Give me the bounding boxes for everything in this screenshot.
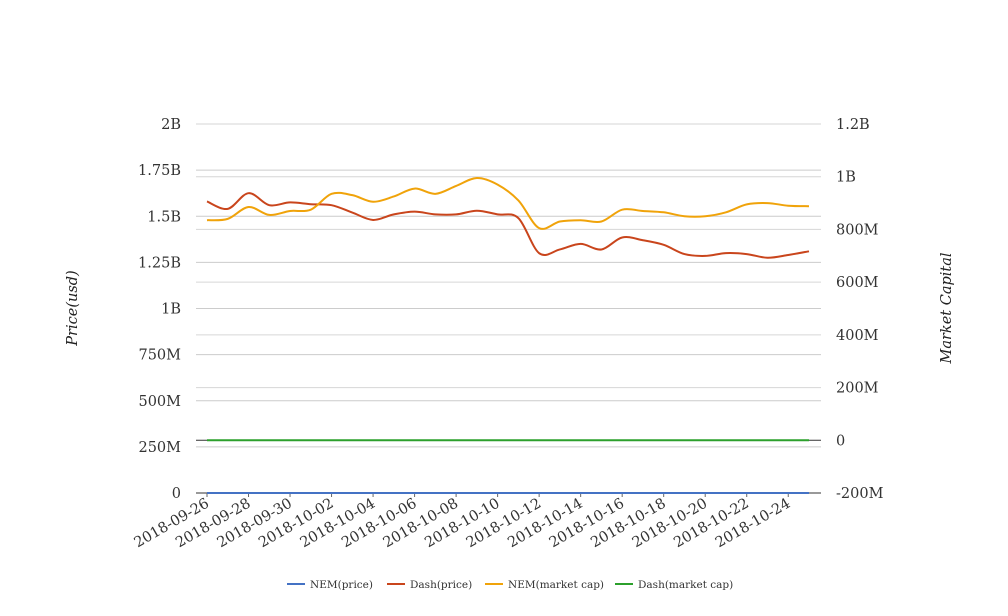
left-tick-label: 250M	[138, 440, 181, 456]
right-tick-label: -200M	[836, 486, 884, 502]
right-tick-label: 200M	[836, 381, 879, 397]
right-tick-label: 600M	[836, 275, 879, 291]
left-tick-label: 0	[172, 486, 181, 502]
left-tick-label: 500M	[138, 394, 181, 410]
right-tick-label: 1.2B	[836, 117, 870, 133]
legend-label-dash-price: Dash(price)	[410, 579, 472, 591]
series-layer	[206, 177, 810, 495]
legend: NEM(price) Dash(price) NEM(market cap) Dash…	[287, 579, 733, 591]
legend-label-nem-market-cap: NEM(market cap)	[508, 579, 604, 591]
right-gridlines	[196, 123, 821, 389]
right-tick-label: 800M	[836, 222, 879, 238]
left-axis-ticks: 0 250M 500M 750M 1B 1.25B 1.5B 1.75B 2B	[138, 117, 181, 502]
left-tick-label: 1B	[161, 302, 181, 318]
left-tick-label: 750M	[138, 348, 181, 364]
right-tick-label: 400M	[836, 328, 879, 344]
y-axis-title-left: Price(usd)	[65, 270, 81, 346]
x-axis-ticks: 2018-09-262018-09-282018-09-302018-10-02…	[132, 493, 793, 551]
y-axis-title-right: Market Capital	[939, 252, 955, 364]
zero-lines	[196, 439, 821, 494]
right-tick-label: 0	[836, 433, 845, 449]
left-tick-label: 1.25B	[138, 255, 181, 271]
left-tick-label: 1.5B	[147, 209, 181, 225]
series-line-dash-price	[206, 192, 810, 259]
left-tick-label: 2B	[161, 117, 181, 133]
right-axis-ticks: -200M 0 200M 400M 600M 800M 1B 1.2B	[836, 117, 884, 502]
left-tick-label: 1.75B	[138, 163, 181, 179]
right-tick-label: 1B	[836, 170, 856, 186]
legend-label-nem-price: NEM(price)	[310, 579, 373, 591]
left-gridlines	[196, 123, 821, 448]
legend-label-dash-market-cap: Dash(market cap)	[638, 579, 733, 591]
series-line-nem-market-cap	[206, 177, 810, 230]
